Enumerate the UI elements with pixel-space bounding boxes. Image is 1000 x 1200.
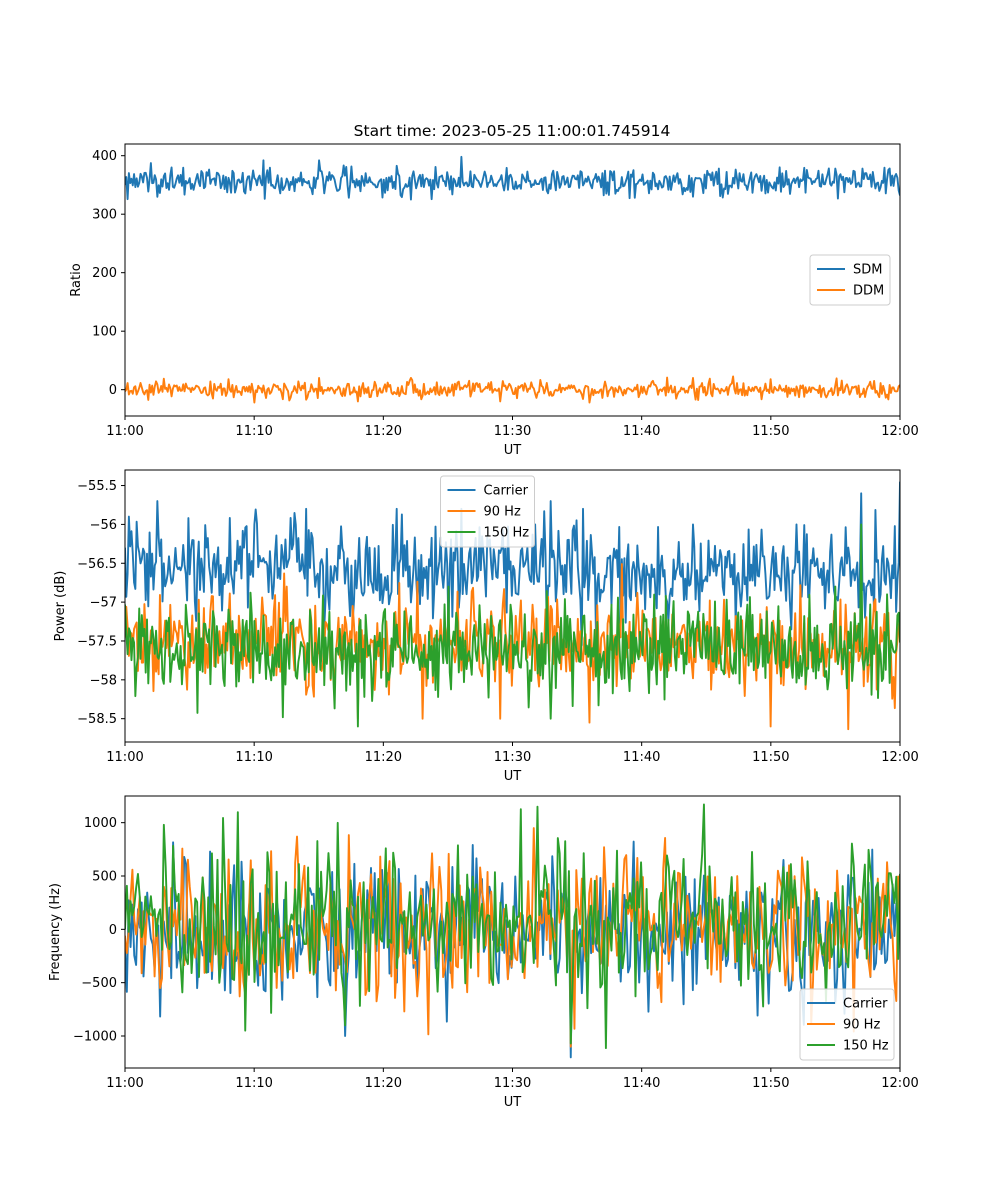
y-tick-label: 0 — [109, 383, 117, 398]
y-tick-label: −56.5 — [77, 557, 117, 572]
y-tick-label: −500 — [81, 976, 117, 991]
series-line-sdm — [125, 155, 900, 201]
y-tick-label: −1000 — [73, 1030, 117, 1045]
x-tick-label: 11:00 — [106, 750, 143, 765]
legend-label: DDM — [853, 284, 884, 299]
legend-label: 90 Hz — [484, 505, 521, 520]
legend-label: SDM — [853, 263, 882, 278]
x-tick-label: 11:50 — [752, 750, 789, 765]
x-tick-label: 11:10 — [235, 750, 272, 765]
x-tick-label: 11:10 — [235, 1076, 272, 1091]
y-tick-label: 100 — [92, 325, 117, 340]
y-tick-label: −58 — [90, 673, 117, 688]
x-axis-label: UT — [504, 443, 522, 458]
series-line-150-hz — [125, 803, 900, 1050]
x-tick-label: 11:00 — [106, 424, 143, 439]
x-tick-label: 11:50 — [752, 1076, 789, 1091]
y-tick-label: 200 — [92, 266, 117, 281]
legend-label: 150 Hz — [484, 526, 530, 541]
y-tick-label: 300 — [92, 208, 117, 223]
x-tick-label: 11:50 — [752, 424, 789, 439]
legend-label: Carrier — [843, 997, 888, 1012]
legend: SDM DDM — [809, 254, 891, 306]
y-tick-label: −57 — [90, 596, 117, 611]
y-tick-label: 0 — [109, 923, 117, 938]
frequency-panel: 11:00 11:10 11:20 11:30 11:40 11:50 12:00 −1000… — [48, 795, 919, 1110]
x-tick-label: 11:40 — [623, 1076, 660, 1091]
ratio-panel: 11:00 11:10 11:20 11:30 11:40 11:50 12:00 0 100 2… — [69, 143, 919, 458]
legend: Carrier 90 Hz 150 Hz — [799, 988, 895, 1061]
x-tick-label: 11:40 — [623, 424, 660, 439]
y-tick-label: 500 — [92, 870, 117, 885]
x-tick-label: 11:00 — [106, 1076, 143, 1091]
x-tick-label: 11:40 — [623, 750, 660, 765]
x-tick-label: 11:20 — [365, 750, 402, 765]
y-tick-label: 400 — [92, 149, 117, 164]
legend-box — [809, 254, 891, 306]
y-tick-label: −58.5 — [77, 712, 117, 727]
legend-label: 150 Hz — [843, 1039, 889, 1054]
legend: Carrier 90 Hz 150 Hz — [440, 475, 535, 548]
x-tick-label: 11:10 — [235, 424, 272, 439]
y-tick-label: −55.5 — [77, 479, 117, 494]
x-tick-label: 11:30 — [494, 750, 531, 765]
x-tick-label: 12:00 — [881, 1076, 918, 1091]
chart-title: Start time: 2023-05-25 11:00:01.745914 — [354, 122, 671, 140]
y-axis-label: Ratio — [69, 263, 84, 296]
series-line-carrier — [125, 481, 900, 647]
y-axis-label: Frequency (Hz) — [48, 883, 63, 981]
x-axis-label: UT — [504, 1095, 522, 1110]
y-tick-label: −57.5 — [77, 634, 117, 649]
series-line-150-hz — [125, 523, 900, 728]
series-line-ddm — [125, 375, 900, 404]
legend-box — [440, 475, 535, 548]
x-tick-label: 11:20 — [365, 1076, 402, 1091]
x-tick-label: 12:00 — [881, 424, 918, 439]
y-tick-label: −56 — [90, 518, 117, 533]
x-tick-label: 11:20 — [365, 424, 402, 439]
x-axis-label: UT — [504, 769, 522, 784]
x-tick-label: 11:30 — [494, 1076, 531, 1091]
y-axis-label: Power (dB) — [53, 571, 68, 642]
x-tick-label: 12:00 — [881, 750, 918, 765]
y-tick-label: 1000 — [84, 816, 117, 831]
legend-label: 90 Hz — [843, 1018, 880, 1033]
power-panel: 11:00 11:10 11:20 11:30 11:40 11:50 12:00 −58.5… — [53, 469, 919, 784]
legend-label: Carrier — [484, 484, 529, 499]
x-tick-label: 11:30 — [494, 424, 531, 439]
legend-box — [799, 988, 895, 1061]
